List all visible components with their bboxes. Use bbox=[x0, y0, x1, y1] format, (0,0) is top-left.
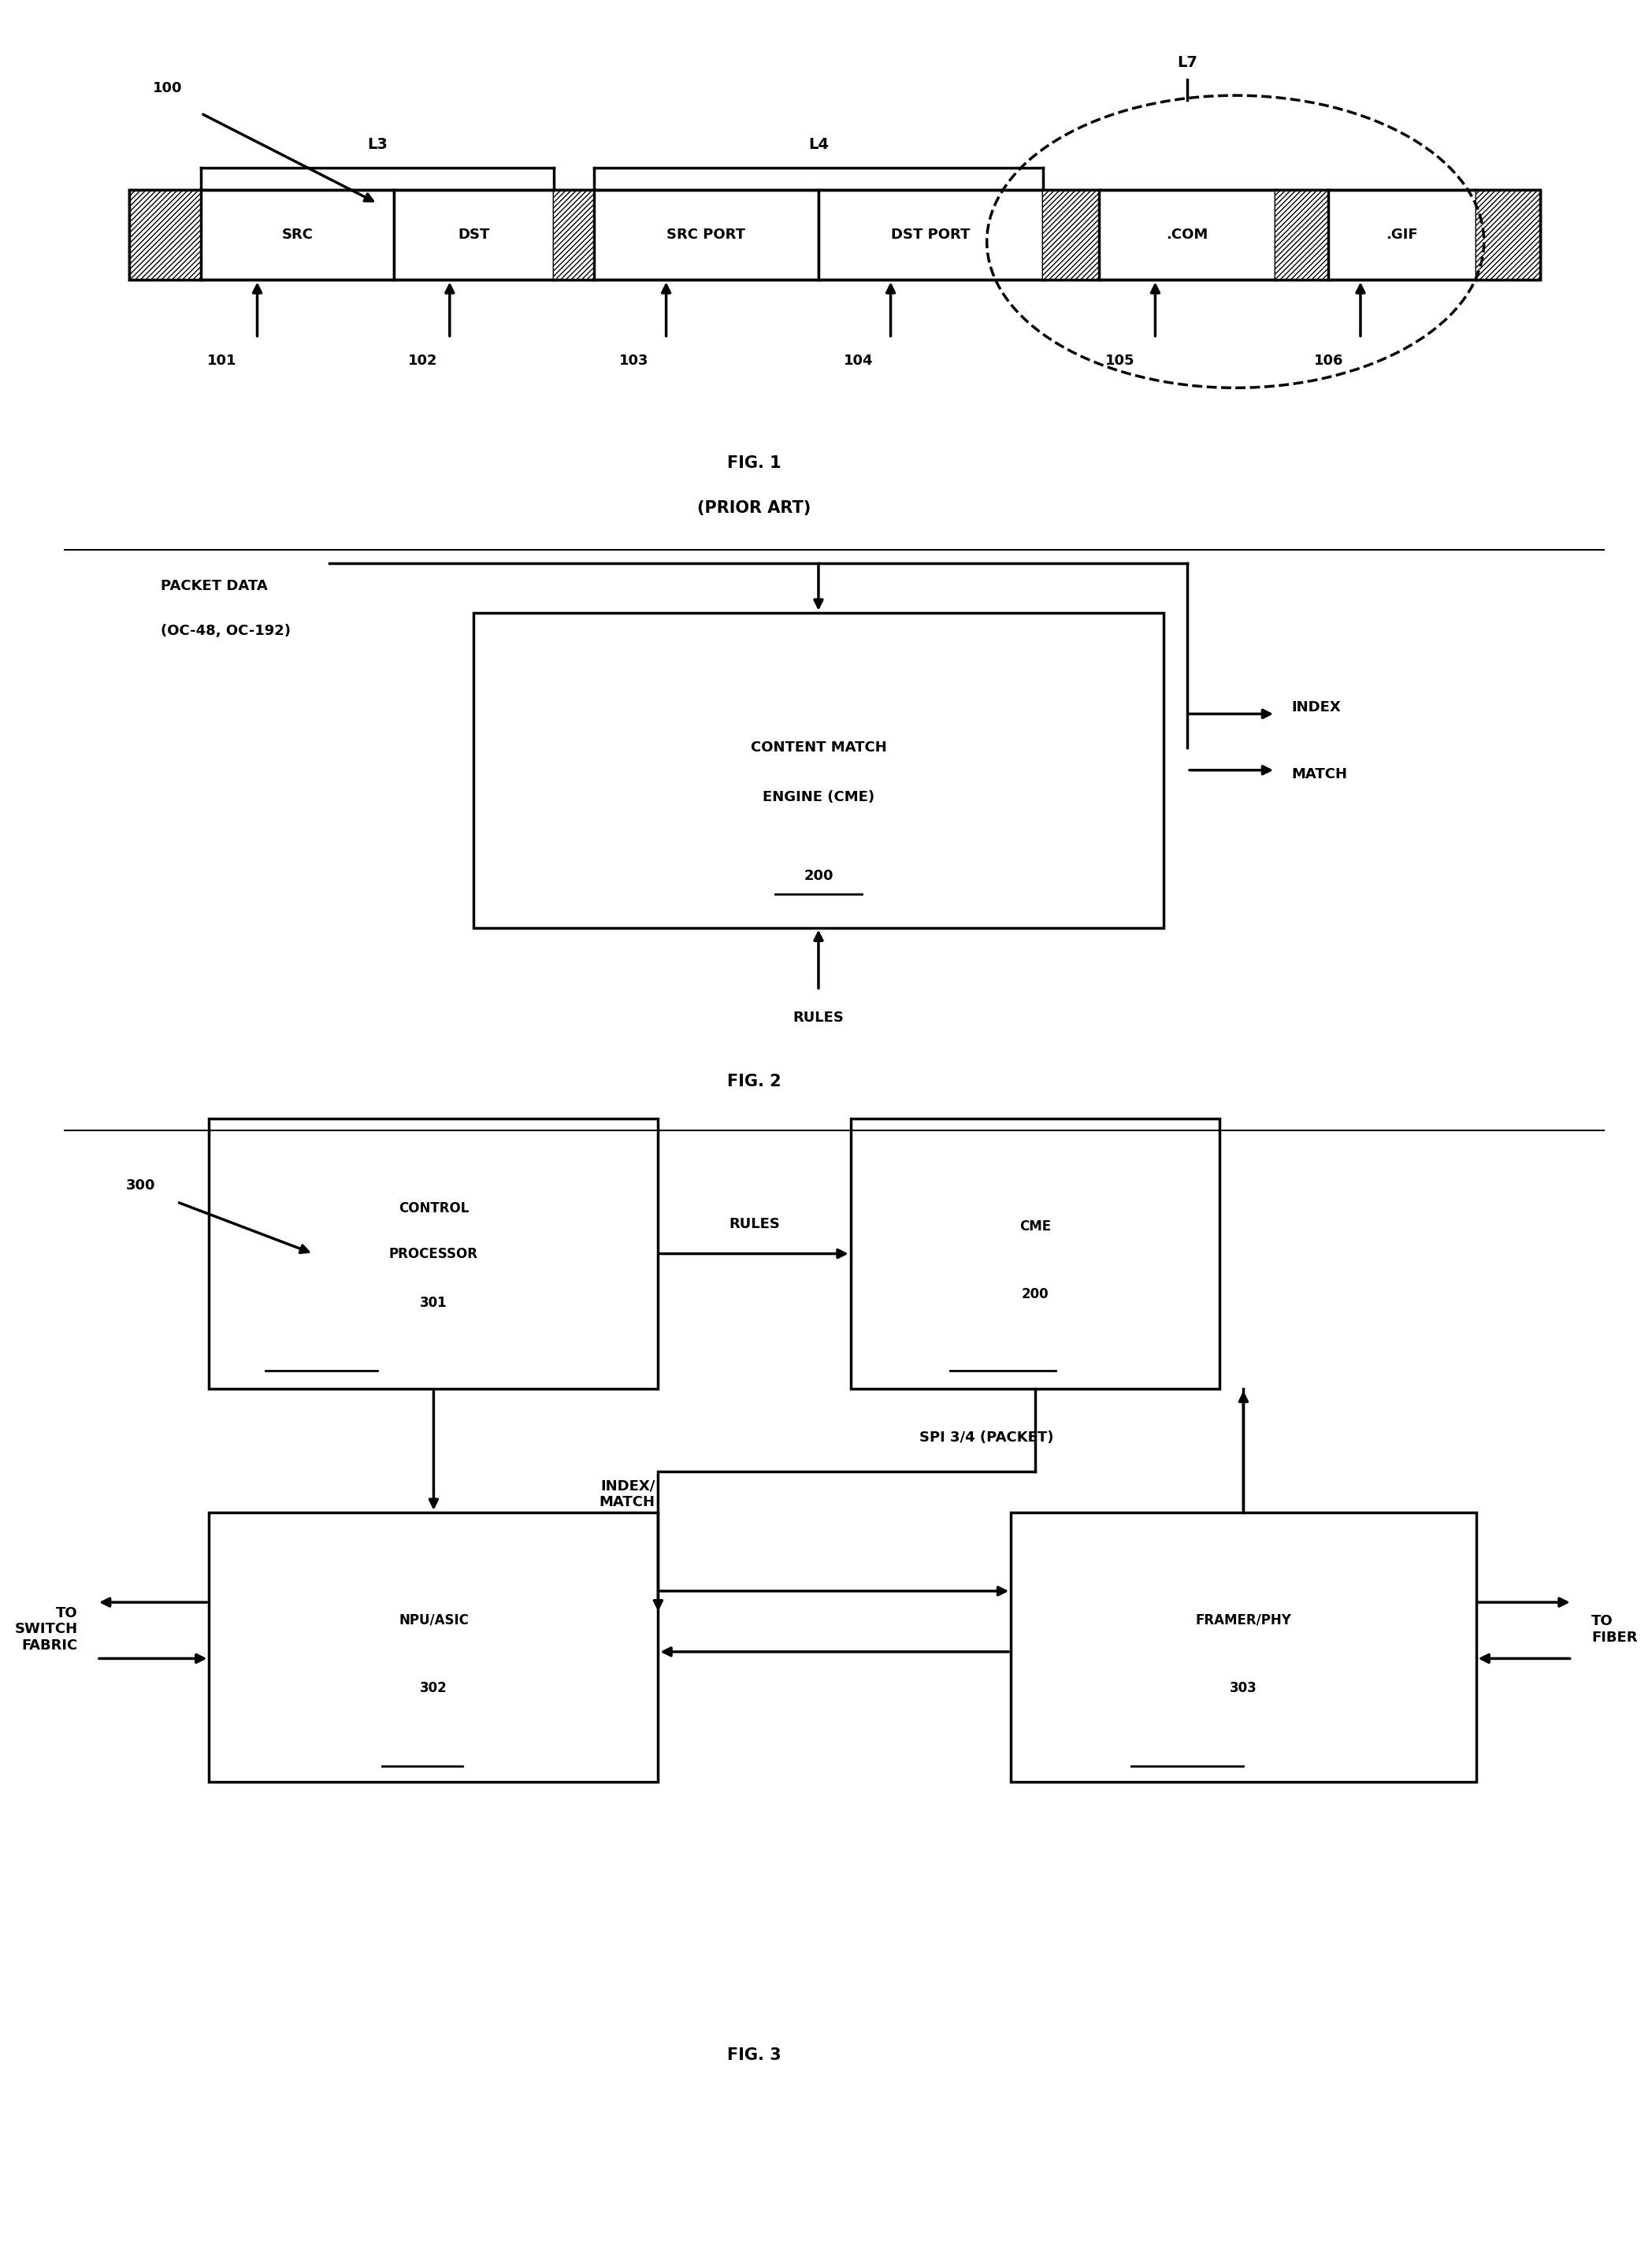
Bar bbox=[474, 612, 1163, 927]
Text: 200: 200 bbox=[805, 868, 833, 884]
Bar bbox=[1042, 190, 1099, 280]
Bar bbox=[1328, 190, 1475, 280]
Bar bbox=[1275, 190, 1328, 280]
Bar bbox=[1475, 190, 1540, 280]
Bar bbox=[210, 1119, 657, 1388]
Text: FIG. 3: FIG. 3 bbox=[727, 2048, 781, 2063]
Text: 106: 106 bbox=[1313, 355, 1343, 368]
Bar bbox=[553, 190, 595, 280]
Text: 303: 303 bbox=[1229, 1681, 1257, 1695]
Bar bbox=[210, 1512, 657, 1783]
Bar bbox=[1475, 190, 1540, 280]
Text: CONTROL: CONTROL bbox=[398, 1202, 469, 1216]
Bar bbox=[393, 190, 553, 280]
Text: SPI 3/4 (PACKET): SPI 3/4 (PACKET) bbox=[920, 1431, 1054, 1444]
Bar bbox=[129, 190, 1540, 280]
Text: PROCESSOR: PROCESSOR bbox=[390, 1248, 477, 1261]
Bar bbox=[1042, 190, 1099, 280]
Text: SRC PORT: SRC PORT bbox=[667, 228, 745, 242]
Bar bbox=[818, 190, 1042, 280]
Text: TO
FIBER: TO FIBER bbox=[1591, 1614, 1637, 1645]
Text: .GIF: .GIF bbox=[1386, 228, 1417, 242]
Bar bbox=[1275, 190, 1328, 280]
Text: FIG. 1: FIG. 1 bbox=[727, 454, 781, 470]
Text: 104: 104 bbox=[844, 355, 874, 368]
Text: 101: 101 bbox=[206, 355, 236, 368]
Text: (PRIOR ART): (PRIOR ART) bbox=[697, 499, 811, 515]
Bar bbox=[1099, 190, 1275, 280]
Bar bbox=[129, 190, 202, 280]
Text: 300: 300 bbox=[126, 1180, 155, 1193]
Bar bbox=[202, 190, 393, 280]
Text: DST PORT: DST PORT bbox=[890, 228, 970, 242]
Text: INDEX: INDEX bbox=[1292, 701, 1341, 714]
Bar bbox=[851, 1119, 1219, 1388]
Text: PACKET DATA: PACKET DATA bbox=[160, 579, 268, 592]
Text: ENGINE (CME): ENGINE (CME) bbox=[763, 791, 874, 805]
Text: L3: L3 bbox=[367, 136, 388, 151]
Text: FRAMER/PHY: FRAMER/PHY bbox=[1196, 1614, 1292, 1627]
Text: RULES: RULES bbox=[729, 1218, 780, 1232]
Text: 105: 105 bbox=[1105, 355, 1135, 368]
Text: (OC-48, OC-192): (OC-48, OC-192) bbox=[160, 624, 291, 637]
Text: 301: 301 bbox=[420, 1295, 448, 1311]
Text: L4: L4 bbox=[808, 136, 829, 151]
Bar bbox=[553, 190, 595, 280]
Bar bbox=[595, 190, 818, 280]
Text: .COM: .COM bbox=[1166, 228, 1208, 242]
Text: 302: 302 bbox=[420, 1681, 448, 1695]
Text: 100: 100 bbox=[154, 81, 183, 95]
Text: NPU/ASIC: NPU/ASIC bbox=[398, 1614, 469, 1627]
Text: TO
SWITCH
FABRIC: TO SWITCH FABRIC bbox=[15, 1607, 78, 1652]
Bar bbox=[129, 190, 202, 280]
Text: INDEX/
MATCH: INDEX/ MATCH bbox=[600, 1478, 654, 1510]
Text: 103: 103 bbox=[620, 355, 649, 368]
Text: DST: DST bbox=[458, 228, 489, 242]
Text: FIG. 2: FIG. 2 bbox=[727, 1074, 781, 1089]
Bar bbox=[1011, 1512, 1475, 1783]
Text: 102: 102 bbox=[408, 355, 438, 368]
Text: L7: L7 bbox=[1178, 54, 1198, 70]
Text: SRC: SRC bbox=[281, 228, 314, 242]
Text: MATCH: MATCH bbox=[1292, 768, 1348, 782]
Text: 200: 200 bbox=[1021, 1288, 1049, 1302]
Text: CME: CME bbox=[1019, 1220, 1051, 1234]
Text: RULES: RULES bbox=[793, 1010, 844, 1026]
Text: CONTENT MATCH: CONTENT MATCH bbox=[750, 741, 887, 755]
